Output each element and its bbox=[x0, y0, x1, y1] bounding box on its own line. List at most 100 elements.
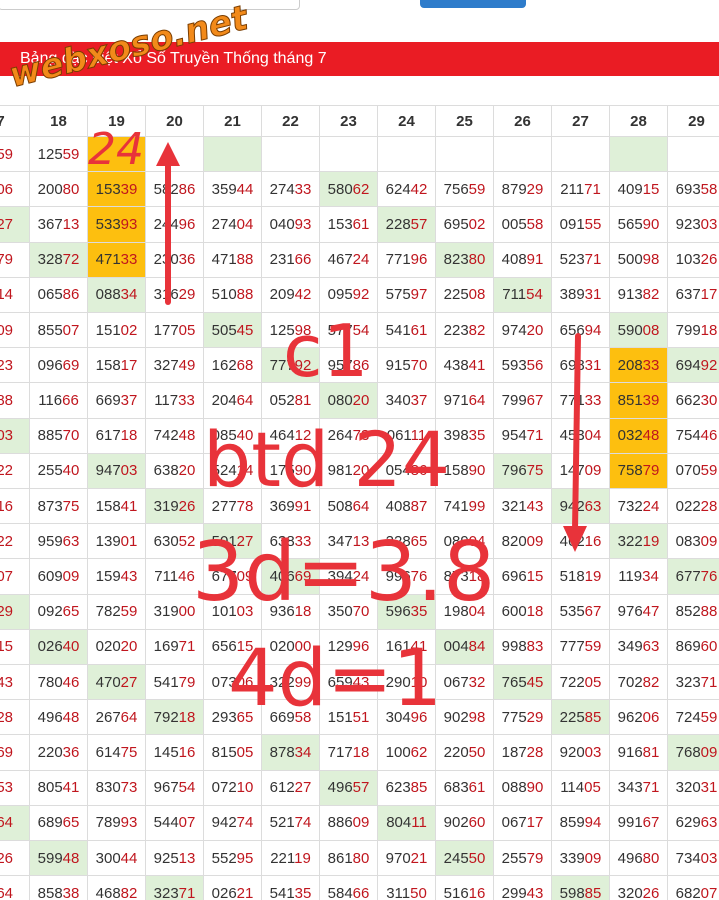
result-cell-text: 85288 bbox=[675, 603, 718, 621]
result-cell: 65694 bbox=[552, 313, 610, 349]
result-cell-text: 50545 bbox=[211, 321, 254, 339]
result-cell-text: 97164 bbox=[443, 391, 486, 409]
result-cell: 74248 bbox=[146, 418, 204, 454]
result-cell: 29365 bbox=[204, 700, 262, 736]
column-header: 25 bbox=[436, 105, 494, 137]
column-header-text: 19 bbox=[108, 112, 125, 130]
result-cell-text: 62963 bbox=[675, 814, 718, 832]
result-cell: 68361 bbox=[436, 770, 494, 806]
result-cell: 51616 bbox=[436, 876, 494, 900]
result-cell-text: 81505 bbox=[211, 743, 254, 761]
result-cell-text: 16971 bbox=[153, 638, 196, 656]
column-header: 21 bbox=[204, 105, 262, 137]
result-cell-text: 216 bbox=[0, 497, 14, 515]
result-cell-text: 959 bbox=[0, 145, 14, 163]
result-cell: 09669 bbox=[30, 348, 88, 384]
result-cell: 94263 bbox=[552, 489, 610, 525]
column-header-text: 26 bbox=[514, 112, 531, 130]
result-cell: 77133 bbox=[552, 383, 610, 419]
result-cell-text: 503 bbox=[0, 427, 14, 445]
result-cell-text: 09265 bbox=[37, 603, 80, 621]
result-cell: 68965 bbox=[30, 805, 88, 841]
result-cell: 21171 bbox=[552, 172, 610, 208]
result-cell-text: 72459 bbox=[675, 708, 718, 726]
column-header-text: 28 bbox=[630, 112, 647, 130]
result-cell: 31926 bbox=[146, 489, 204, 525]
result-cell-text: 70282 bbox=[617, 673, 660, 691]
result-cell-text: 94274 bbox=[211, 814, 254, 832]
result-cell: 86180 bbox=[320, 841, 378, 877]
result-cell-text: 97021 bbox=[385, 849, 428, 867]
result-cell-text: 57597 bbox=[385, 286, 428, 304]
result-cell-text: 20833 bbox=[617, 356, 660, 374]
result-cell: 08309 bbox=[668, 524, 719, 560]
result-cell-text: 58286 bbox=[153, 180, 196, 198]
result-cell-text: 02640 bbox=[37, 638, 80, 656]
result-cell-text: 51819 bbox=[559, 567, 602, 585]
result-cell-text: 14516 bbox=[153, 743, 196, 761]
result-cell-text: 62442 bbox=[385, 180, 428, 198]
result-cell: 71718 bbox=[320, 735, 378, 771]
result-cell-text: 328 bbox=[0, 708, 14, 726]
result-cell-text: 99167 bbox=[617, 814, 660, 832]
result-cell: 12598 bbox=[262, 313, 320, 349]
result-cell-text: 46412 bbox=[269, 427, 312, 445]
result-cell: 509 bbox=[0, 313, 30, 349]
result-cell: 40887 bbox=[378, 489, 436, 525]
result-cell-text: 61475 bbox=[95, 743, 138, 761]
result-cell: 69831 bbox=[552, 348, 610, 384]
result-cell-text: 964 bbox=[0, 884, 14, 900]
result-cell-text: 77792 bbox=[269, 356, 312, 374]
result-cell-text: 07210 bbox=[211, 779, 254, 797]
result-cell: 86960 bbox=[668, 630, 719, 665]
result-cell: 779 bbox=[0, 242, 30, 278]
result-cell-text: 76809 bbox=[675, 743, 718, 761]
result-cell-text: 96754 bbox=[153, 779, 196, 797]
result-cell: 18728 bbox=[494, 735, 552, 771]
result-cell: 65943 bbox=[320, 665, 378, 701]
result-cell-text: 22119 bbox=[270, 849, 311, 867]
result-cell: 09265 bbox=[30, 594, 88, 630]
search-button[interactable] bbox=[420, 0, 526, 8]
result-cell: 15151 bbox=[320, 700, 378, 736]
result-cell: 58062 bbox=[320, 172, 378, 208]
result-cell: 14709 bbox=[552, 453, 610, 489]
result-cell-text: 14709 bbox=[559, 462, 602, 480]
result-cell: 61718 bbox=[88, 418, 146, 454]
result-cell: 24496 bbox=[146, 207, 204, 243]
result-cell: 90260 bbox=[436, 805, 494, 841]
result-cell: 99883 bbox=[494, 629, 552, 665]
result-cell-text: 40915 bbox=[617, 180, 660, 198]
result-cell: 10062 bbox=[378, 735, 436, 771]
result-cell-text: 47133 bbox=[95, 251, 138, 269]
result-cell: 26764 bbox=[88, 700, 146, 736]
result-cell-text: 63717 bbox=[675, 286, 718, 304]
result-cell-text: 32219 bbox=[617, 532, 660, 550]
result-cell-text: 05486 bbox=[385, 462, 428, 480]
result-cell: 58286 bbox=[146, 172, 204, 208]
result-cell bbox=[88, 137, 146, 173]
result-cell-text: 27404 bbox=[211, 215, 254, 233]
result-cell: 33909 bbox=[552, 841, 610, 877]
search-input[interactable] bbox=[0, 0, 300, 10]
result-cell: 22508 bbox=[436, 277, 494, 313]
result-cell: 22585 bbox=[552, 700, 610, 736]
result-cell-text: 69615 bbox=[501, 567, 544, 585]
result-cell: 34963 bbox=[610, 629, 668, 665]
result-cell-text: 23036 bbox=[153, 251, 196, 269]
result-cell-text: 46216 bbox=[559, 532, 602, 550]
column-header: 7 bbox=[0, 105, 30, 137]
result-cell-text: 99883 bbox=[501, 638, 544, 656]
result-cell: 27433 bbox=[262, 172, 320, 208]
result-cell: 52414 bbox=[204, 453, 262, 489]
result-cell: 31150 bbox=[378, 876, 436, 900]
result-cell: 55295 bbox=[204, 841, 262, 877]
result-cell: 79218 bbox=[146, 700, 204, 736]
result-cell-text: 22508 bbox=[443, 286, 486, 304]
result-cell: 87929 bbox=[494, 172, 552, 208]
result-cell-text: 79675 bbox=[501, 462, 544, 480]
result-cell: 24550 bbox=[436, 841, 494, 877]
result-cell-text: 369 bbox=[0, 743, 14, 761]
result-cell: 60909 bbox=[30, 559, 88, 595]
result-cell-text: 08540 bbox=[211, 427, 254, 445]
